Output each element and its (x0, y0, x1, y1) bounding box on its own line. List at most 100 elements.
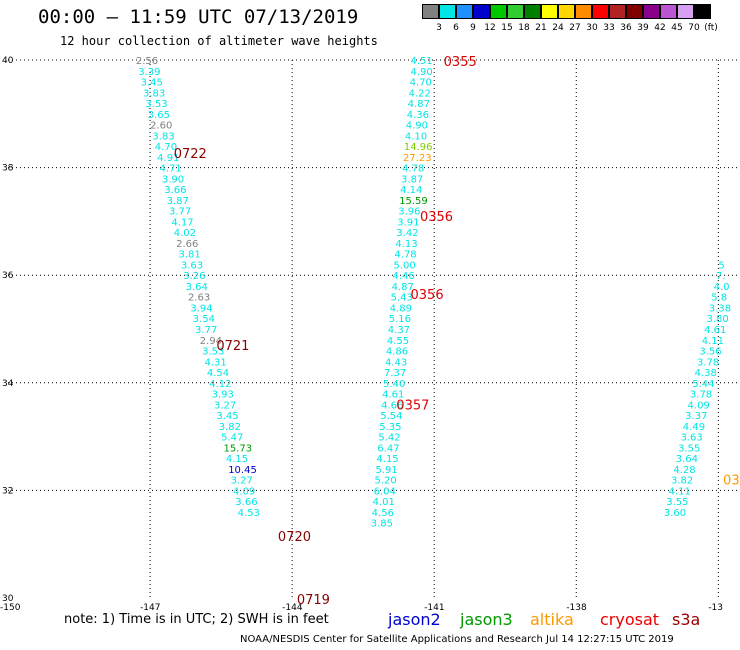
swh-value: 4.61 (382, 390, 404, 401)
swh-value: 4.14 (400, 185, 422, 196)
swh-value: 4.71 (160, 164, 182, 175)
scale-label: 6 (453, 23, 459, 33)
scale-label: 3 (436, 23, 442, 33)
swh-value: 3.65 (148, 110, 170, 121)
swh-value: 3.53 (202, 347, 224, 358)
scale-swatch (507, 4, 524, 19)
pass-time-label: 0356 (420, 210, 453, 225)
swh-value: 10.45 (228, 465, 257, 476)
swh-value: 3.64 (676, 454, 698, 465)
swh-value: 3.27 (231, 476, 253, 487)
scale-swatch (575, 4, 592, 19)
swh-value: 4.15 (226, 454, 248, 465)
swh-value: 3.96 (398, 207, 420, 218)
swh-value: 3.55 (666, 497, 688, 508)
x-tick-label: -138 (566, 603, 587, 613)
scale-label: 27 (569, 23, 581, 33)
swh-value: 3.66 (164, 185, 186, 196)
swh-value: 5.8 (711, 293, 727, 304)
satellite-legend-cryosat: cryosat (600, 610, 660, 629)
x-tick-label: -150 (0, 603, 21, 613)
swh-value: 3.82 (671, 476, 693, 487)
swh-value: 4.17 (171, 217, 193, 228)
swh-value: 3.81 (178, 250, 200, 261)
scale-swatch (439, 4, 456, 19)
swh-value: 5.43 (391, 293, 413, 304)
scale-label: 24 (552, 23, 564, 33)
x-tick-label: -13 (708, 603, 723, 613)
swh-value: 4.66 (381, 400, 403, 411)
swh-value: 4.37 (388, 325, 410, 336)
scale-swatch (626, 4, 643, 19)
pass-time-label: 0721 (216, 339, 249, 354)
swh-value: 2.56 (136, 56, 158, 67)
swh-value: 3.83 (152, 131, 174, 142)
swh-value: 5.00 (393, 260, 415, 271)
swh-value: 4.0 (714, 282, 730, 293)
scale-label: 42 (654, 23, 666, 33)
scale-label: 70 (688, 23, 700, 33)
swh-value: 4.87 (392, 282, 414, 293)
swh-value: 5.54 (380, 411, 402, 422)
pass-time-label: 0357 (396, 398, 429, 413)
swh-value: 3.63 (680, 433, 702, 444)
swh-value: 4.61 (704, 325, 726, 336)
swh-value: 5.40 (383, 379, 405, 390)
swh-value: 5.35 (379, 422, 401, 433)
swh-value: 3.77 (169, 207, 191, 218)
swh-value: 5.16 (389, 314, 411, 325)
swh-value: 4.01 (373, 497, 395, 508)
x-tick-label: -147 (140, 603, 160, 613)
pass-time-label: 0355 (444, 55, 477, 70)
swh-value: 5.44 (692, 379, 714, 390)
swh-value: 4.54 (207, 368, 229, 379)
swh-value: 3.54 (193, 314, 215, 325)
swh-value: 5.91 (375, 465, 397, 476)
swh-value: 4.28 (673, 465, 695, 476)
swh-value: 3.37 (685, 411, 707, 422)
swh-value: 6.47 (377, 443, 399, 454)
swh-value: 3.85 (371, 519, 393, 530)
chart-title: 00:00 – 11:59 UTC 07/13/2019 (38, 6, 359, 28)
chart-subtitle: 12 hour collection of altimeter wave hei… (60, 34, 378, 48)
swh-value: 4.13 (395, 239, 417, 250)
swh-value: 15.59 (399, 196, 428, 207)
swh-value: 4.38 (695, 368, 717, 379)
swh-value: 4.51 (411, 56, 433, 67)
swh-value: 4.31 (205, 357, 227, 368)
swh-value: 3.78 (690, 390, 712, 401)
swh-value: 4.90 (406, 121, 428, 132)
scale-swatch (592, 4, 609, 19)
swh-value: 3.38 (709, 303, 731, 314)
scale-swatch (490, 4, 507, 19)
scale-label: 9 (470, 23, 476, 33)
swh-value: 4.43 (385, 357, 407, 368)
swh-value: 4.12 (209, 379, 231, 390)
swh-value: 5.42 (378, 433, 400, 444)
swh-value: 3.63 (181, 260, 203, 271)
swh-value: 7.37 (384, 368, 406, 379)
y-tick-label: 34 (2, 379, 14, 389)
swh-value: 3.77 (195, 325, 217, 336)
swh-value: 3.26 (183, 271, 205, 282)
scale-swatch (524, 4, 541, 19)
swh-value: 2.60 (150, 121, 172, 132)
swh-value: 4.56 (372, 508, 394, 519)
swh-value: 4.15 (376, 454, 398, 465)
x-tick-label: -141 (424, 603, 444, 613)
swh-value: 5 (718, 260, 724, 271)
scale-label: 36 (620, 23, 632, 33)
scale-label: (ft) (704, 23, 718, 33)
scale-swatch (660, 4, 677, 19)
swh-value: 4.09 (233, 486, 255, 497)
scale-swatch (643, 4, 660, 19)
scale-swatch (558, 4, 575, 19)
swh-value: 3.87 (167, 196, 189, 207)
swh-value: 3.80 (706, 314, 728, 325)
swh-value: 4.89 (390, 303, 412, 314)
satellite-legend-altika: altika (530, 610, 574, 629)
swh-value: 3.45 (141, 78, 163, 89)
swh-value: 4.78 (394, 250, 416, 261)
swh-value: 4.46 (393, 271, 415, 282)
